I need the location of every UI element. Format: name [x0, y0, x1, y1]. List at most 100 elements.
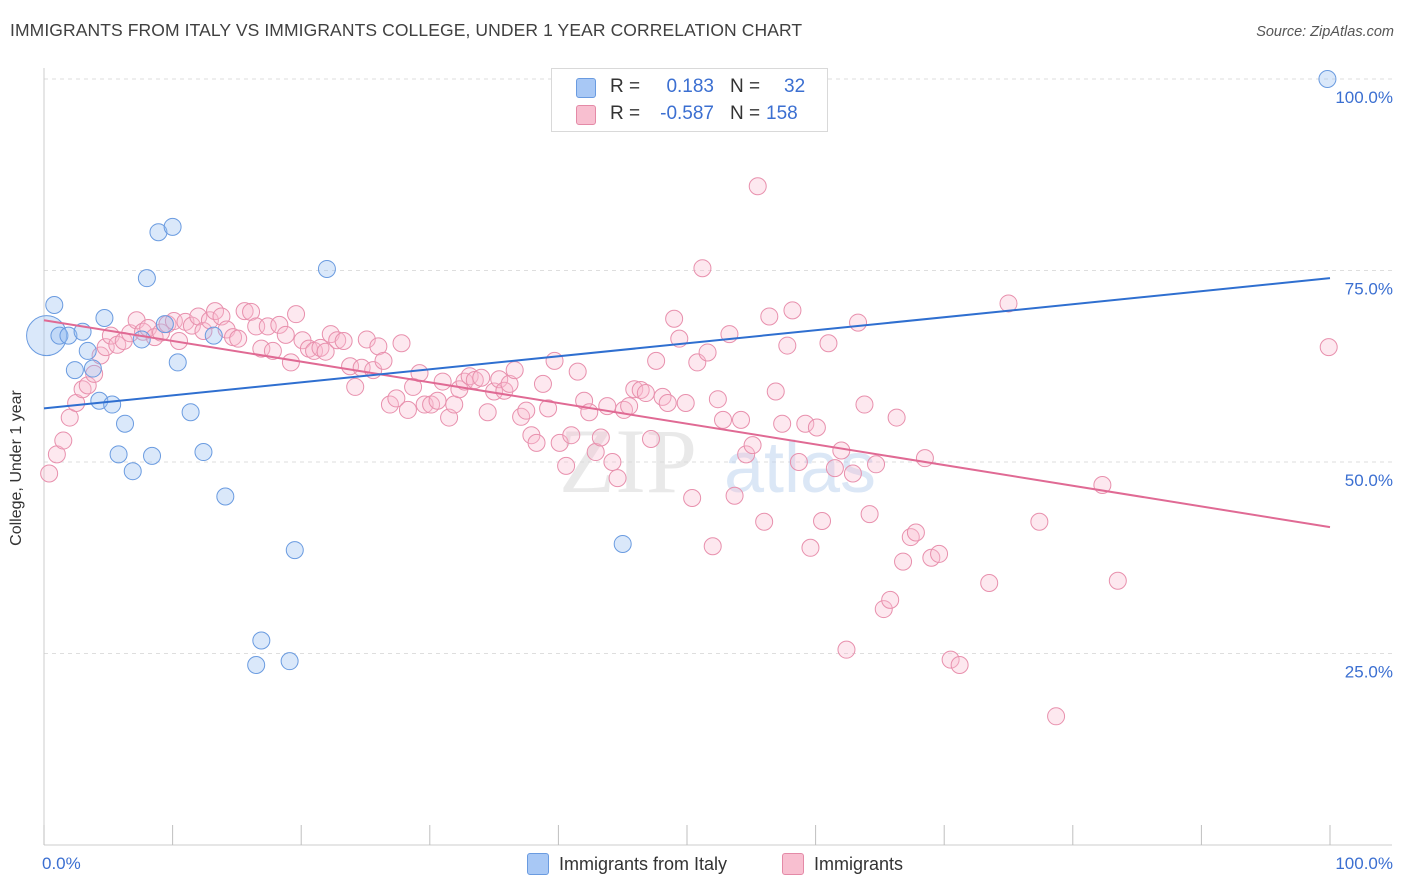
point-italy — [285, 541, 304, 560]
point-immigrants — [428, 391, 447, 410]
source-label: Source: ZipAtlas.com — [1256, 24, 1394, 40]
point-immigrants — [708, 390, 727, 409]
y-tick-label: 75.0% — [1345, 280, 1393, 299]
point-italy — [247, 655, 266, 674]
point-immigrants — [743, 436, 762, 455]
point-immigrants — [568, 362, 587, 381]
point-immigrants — [78, 376, 97, 395]
point-immigrants — [387, 389, 406, 408]
point-italy — [204, 326, 223, 345]
point-immigrants — [472, 368, 491, 387]
point-immigrants — [703, 537, 722, 556]
point-immigrants — [783, 301, 802, 320]
point-immigrants — [773, 414, 792, 433]
point-italy — [78, 341, 97, 360]
point-immigrants — [1030, 512, 1049, 531]
r-value: -0.587 — [660, 103, 714, 124]
legend-swatch-immigrants — [782, 853, 804, 875]
gridlines — [44, 78, 1392, 654]
point-italy — [65, 361, 84, 380]
point-immigrants — [445, 395, 464, 414]
point-immigrants — [270, 315, 289, 334]
point-immigrants — [490, 370, 509, 389]
point-immigrants — [557, 456, 576, 475]
point-immigrants — [478, 403, 497, 422]
watermark: ZIP atlas — [559, 410, 876, 512]
y-tick-label: 50.0% — [1345, 471, 1393, 490]
point-italy-large — [26, 315, 68, 357]
point-immigrants — [586, 443, 605, 462]
x-tick-label: 100.0% — [1335, 854, 1393, 873]
point-italy — [181, 403, 200, 422]
x-tick-label: 0.0% — [42, 854, 81, 873]
trend-line-immigrants — [43, 319, 1331, 529]
trend-lines — [43, 277, 1331, 529]
y-tick-label: 100.0% — [1335, 88, 1393, 107]
point-immigrants — [941, 650, 960, 669]
point-immigrants — [748, 177, 767, 196]
point-immigrants — [346, 377, 365, 396]
legend-item-italy[interactable]: Immigrants from Italy — [527, 852, 727, 876]
point-immigrants — [789, 453, 808, 471]
point-italy — [132, 330, 151, 349]
point-italy — [116, 414, 135, 433]
point-immigrants — [263, 341, 282, 360]
point-immigrants — [328, 331, 347, 350]
immigrants-swatch — [576, 105, 596, 125]
point-immigrants — [603, 453, 622, 471]
point-immigrants — [641, 430, 660, 449]
point-immigrants — [778, 336, 797, 355]
point-immigrants — [96, 338, 115, 357]
point-immigrants — [930, 544, 949, 563]
point-immigrants — [693, 259, 712, 278]
point-immigrants — [252, 339, 271, 358]
point-immigrants — [855, 395, 874, 414]
point-immigrants — [54, 431, 73, 450]
point-italy — [1318, 70, 1337, 88]
point-immigrants — [732, 410, 751, 429]
point-italy — [123, 462, 142, 481]
point-immigrants — [357, 330, 376, 349]
n-value: 158 — [766, 103, 798, 124]
point-italy — [163, 217, 182, 236]
point-immigrants — [832, 441, 851, 460]
point-italy — [59, 326, 78, 345]
point-immigrants — [676, 394, 695, 413]
point-immigrants — [894, 552, 913, 571]
point-italy — [45, 295, 64, 314]
point-italy — [149, 223, 168, 242]
point-immigrants — [906, 523, 925, 542]
point-immigrants — [843, 464, 862, 483]
point-immigrants — [1319, 338, 1338, 357]
point-immigrants — [392, 334, 411, 353]
legend-swatch-italy — [527, 853, 549, 875]
point-immigrants — [796, 414, 815, 433]
axes — [43, 68, 1392, 846]
point-immigrants — [766, 382, 785, 401]
point-immigrants — [194, 322, 213, 341]
point-immigrants — [500, 374, 519, 393]
r-value: 0.183 — [666, 76, 714, 97]
point-immigrants — [860, 505, 879, 524]
point-immigrants — [287, 305, 306, 324]
point-immigrants — [1047, 707, 1066, 726]
point-italy — [50, 326, 69, 345]
point-immigrants — [281, 353, 300, 372]
point-immigrants — [527, 433, 546, 452]
point-italy — [143, 446, 162, 465]
chart-title: IMMIGRANTS FROM ITALY VS IMMIGRANTS COLL… — [10, 20, 803, 40]
r-label: R = — [610, 76, 641, 97]
point-immigrants — [683, 489, 702, 508]
point-immigrants — [539, 399, 558, 418]
point-immigrants — [620, 397, 639, 416]
point-immigrants — [276, 325, 295, 344]
point-immigrants — [636, 384, 655, 403]
legend-label-immigrants: Immigrants — [814, 853, 904, 874]
r-label: R = — [610, 103, 641, 124]
point-immigrants — [562, 426, 581, 445]
point-immigrants — [505, 361, 524, 380]
legend-item-immigrants[interactable]: Immigrants — [782, 852, 903, 876]
point-immigrants — [369, 337, 388, 356]
point-immigrants — [40, 464, 59, 483]
point-immigrants — [819, 334, 838, 353]
